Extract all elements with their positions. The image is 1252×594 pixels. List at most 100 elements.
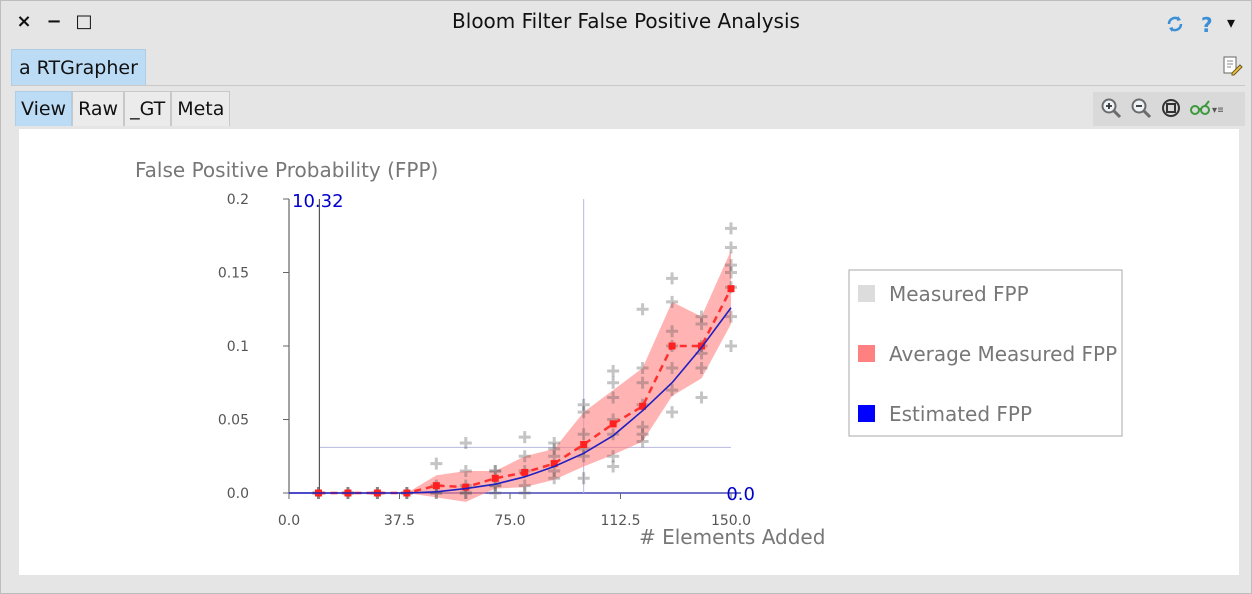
measured-point bbox=[636, 303, 649, 316]
measured-point bbox=[725, 222, 737, 235]
measured-point bbox=[518, 431, 531, 444]
avg-point bbox=[462, 483, 470, 491]
measured-point bbox=[548, 437, 561, 450]
minimize-icon[interactable]: − bbox=[46, 11, 62, 32]
measured-point bbox=[548, 472, 561, 485]
measured-point bbox=[725, 340, 737, 352]
tab-view[interactable]: View bbox=[15, 91, 73, 126]
measured-point bbox=[666, 295, 679, 308]
legend-swatch bbox=[858, 285, 875, 302]
measured-point bbox=[725, 310, 737, 323]
x-tick-label: 150.0 bbox=[711, 513, 751, 529]
measured-point bbox=[577, 398, 590, 411]
glasses-icon[interactable]: ▾≡ bbox=[1189, 97, 1225, 121]
tab-gt[interactable]: _GT bbox=[124, 91, 172, 126]
measured-point bbox=[607, 460, 620, 473]
view-menu-glyph[interactable]: ▾≡ bbox=[1212, 105, 1225, 116]
measured-point bbox=[577, 428, 590, 441]
measured-point bbox=[725, 241, 737, 254]
y-zero-label: 0.0 bbox=[726, 484, 755, 505]
measured-point bbox=[459, 437, 472, 450]
legend-label: Average Measured FPP bbox=[889, 342, 1117, 366]
zoom-out-icon[interactable] bbox=[1129, 97, 1153, 121]
measured-point bbox=[518, 479, 531, 492]
measured-point bbox=[577, 450, 590, 463]
measured-point bbox=[518, 450, 531, 463]
inspector-tabs: View Raw _GT Meta bbox=[15, 91, 231, 127]
avg-point bbox=[727, 285, 735, 293]
measured-point bbox=[636, 420, 649, 433]
y-axis-label: False Positive Probability (FPP) bbox=[135, 158, 438, 182]
edit-icon[interactable] bbox=[1221, 55, 1243, 82]
avg-point bbox=[668, 342, 676, 350]
legend-label: Measured FPP bbox=[889, 282, 1029, 306]
avg-point bbox=[432, 482, 440, 490]
y-tick-label: 0.15 bbox=[218, 266, 249, 282]
avg-confidence-band bbox=[318, 250, 731, 502]
avg-point bbox=[521, 468, 529, 476]
avg-point bbox=[550, 460, 558, 468]
close-icon[interactable]: × bbox=[16, 11, 32, 32]
measured-point bbox=[636, 435, 649, 448]
measured-point bbox=[459, 464, 472, 477]
avg-point bbox=[580, 440, 588, 448]
avg-point bbox=[609, 420, 617, 428]
zoom-in-icon[interactable] bbox=[1099, 97, 1123, 121]
tab-rtgrapher[interactable]: a RTGrapher bbox=[11, 49, 146, 86]
measured-point bbox=[636, 376, 649, 389]
measured-point bbox=[607, 376, 620, 389]
x-tick-label: 0.0 bbox=[278, 513, 300, 529]
y-tick-label: 0.2 bbox=[227, 192, 249, 208]
measured-point bbox=[577, 472, 590, 485]
y-tick-label: 0.05 bbox=[218, 413, 249, 429]
measured-point bbox=[725, 266, 737, 279]
measured-point bbox=[636, 362, 649, 375]
x-marker-label: 10.32 bbox=[292, 191, 344, 212]
measured-point bbox=[489, 487, 502, 499]
measured-point bbox=[666, 272, 679, 285]
zoom-fit-icon[interactable] bbox=[1159, 97, 1183, 121]
title-bar: × − □ Bloom Filter False Positive Analys… bbox=[1, 1, 1251, 45]
maximize-icon[interactable]: □ bbox=[75, 11, 93, 32]
view-toolbar: ▾≡ bbox=[1093, 92, 1245, 126]
measured-point bbox=[695, 310, 708, 323]
measured-point bbox=[636, 428, 649, 441]
refresh-icon[interactable] bbox=[1164, 13, 1186, 40]
tab-meta[interactable]: Meta bbox=[171, 91, 231, 126]
measured-point bbox=[666, 325, 679, 338]
avg-point bbox=[698, 342, 706, 350]
measured-point bbox=[666, 362, 679, 375]
measured-point bbox=[607, 391, 620, 404]
measured-point bbox=[695, 362, 708, 375]
tab-raw[interactable]: Raw bbox=[72, 91, 125, 126]
legend: Measured FPP Average Measured FPP Estimate… bbox=[848, 269, 1123, 437]
legend-swatch bbox=[858, 345, 875, 362]
measured-point bbox=[695, 317, 708, 330]
legend-box bbox=[848, 269, 1123, 437]
avg-point bbox=[639, 402, 647, 410]
window-title: Bloom Filter False Positive Analysis bbox=[452, 9, 800, 33]
measured-point bbox=[607, 364, 620, 377]
chart-svg: False Positive Probability (FPP) # Eleme… bbox=[135, 158, 1123, 549]
inspector-panel bbox=[11, 85, 1245, 590]
measured-point bbox=[607, 450, 620, 463]
y-tick-label: 0.1 bbox=[227, 339, 249, 355]
measured-point bbox=[725, 259, 737, 272]
measured-point bbox=[695, 391, 708, 404]
legend-label: Estimated FPP bbox=[889, 402, 1032, 426]
y-tick-label: 0.0 bbox=[227, 486, 249, 502]
window-menu-icon[interactable]: ▾ bbox=[1227, 13, 1236, 32]
help-icon[interactable]: ? bbox=[1201, 13, 1213, 37]
measured-point bbox=[518, 487, 531, 499]
x-tick-label: 75.0 bbox=[494, 513, 525, 529]
measured-point bbox=[577, 406, 590, 419]
measured-point bbox=[548, 442, 561, 455]
x-axis-label: # Elements Added bbox=[639, 525, 825, 549]
x-tick-label: 37.5 bbox=[384, 513, 415, 529]
avg-point bbox=[491, 474, 499, 482]
chart-canvas: False Positive Probability (FPP) # Eleme… bbox=[19, 129, 1239, 575]
measured-point bbox=[607, 428, 620, 441]
measured-point bbox=[666, 384, 679, 397]
measured-point bbox=[430, 457, 443, 470]
